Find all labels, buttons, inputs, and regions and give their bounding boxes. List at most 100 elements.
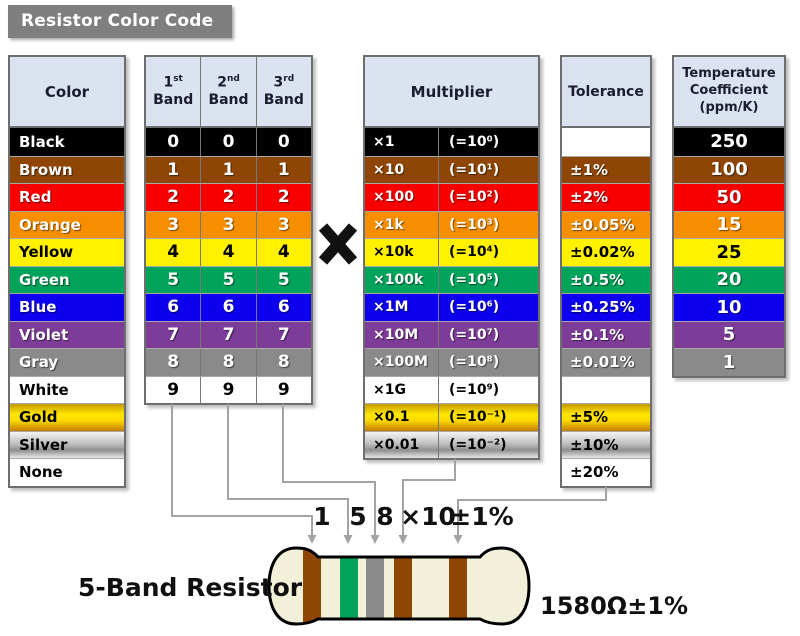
band-value-label-2: 5 (349, 502, 367, 531)
multiplier-row: ×1k (=10³) (365, 210, 538, 238)
resistor-bands (303, 548, 467, 624)
multiplier-power: (=10⁴) (438, 239, 538, 266)
tempco-column-header: Temperature Coefficient (ppm/K) (674, 57, 784, 128)
color-name: Green (19, 270, 70, 289)
resistor-band-3 (366, 548, 384, 624)
band-digit: 9 (200, 376, 255, 403)
arrow-multiplier (398, 535, 408, 544)
color-name: Yellow (19, 243, 74, 262)
color-row-green: Green (10, 265, 124, 293)
color-row-blue: Blue (10, 293, 124, 321)
band-digit: 8 (255, 349, 311, 376)
color-row-none: None (10, 458, 124, 486)
resistor-band-5 (449, 548, 467, 624)
tolerance-row: ±0.05% (562, 210, 650, 238)
band-digit: 5 (167, 269, 180, 290)
band-value-label-multiplier: ×10 (400, 502, 456, 531)
multiplier-power: (=10⁰) (438, 128, 538, 156)
multiplier-value: ×0.01 (373, 436, 420, 453)
arrow-band2 (343, 535, 353, 544)
multiplier-row: ×100k (=10⁵) (365, 265, 538, 293)
multiplier-column: Multiplier ×1 (=10⁰) ×10 (=10¹) ×100 (=10²) ×1… (363, 55, 540, 460)
band-digit: 6 (255, 294, 311, 321)
third-band-header: 3rd Band (255, 57, 311, 126)
color-name: Brown (19, 160, 73, 179)
band-digit: 0 (255, 128, 311, 156)
tempco-column: Temperature Coefficient (ppm/K) 250 100 50… (672, 55, 786, 378)
band-columns-header: 1st Band 2nd Band 3rd Band (146, 57, 311, 128)
tolerance-row: ±20% (562, 458, 650, 486)
multiplier-value: ×1k (373, 216, 404, 233)
color-name: Violet (19, 325, 69, 344)
tempco-row: 15 (674, 210, 784, 238)
band-digit: 0 (200, 128, 255, 156)
color-row-brown: Brown (10, 155, 124, 183)
multiplier-value: ×0.1 (373, 409, 410, 426)
color-name: Gold (19, 408, 58, 427)
multiplier-value: ×1G (373, 381, 406, 398)
multiplier-power: (=10⁻¹) (438, 404, 538, 431)
multiplier-value: ×1 (373, 133, 395, 150)
tempco-value: 25 (716, 241, 742, 263)
resistor-body (269, 548, 529, 624)
band-value-label-3: 8 (376, 502, 394, 531)
band-value-label-tolerance: ±1% (450, 502, 514, 531)
multiply-icon (314, 218, 362, 270)
multiplier-row: ×1G (=10⁹) (365, 375, 538, 403)
tolerance-row: ±0.01% (562, 348, 650, 376)
band-digit: 4 (167, 242, 180, 263)
multiplier-column-header: Multiplier (365, 57, 538, 128)
tolerance-value: ±5% (570, 408, 609, 427)
tolerance-value: ±2% (570, 188, 609, 207)
tolerance-row (562, 128, 650, 156)
tempco-value: 15 (716, 214, 742, 236)
arrow-band3 (370, 535, 380, 544)
band-digit: 4 (255, 239, 311, 266)
tempco-value: 5 (722, 324, 736, 346)
tolerance-row: ±10% (562, 430, 650, 458)
band-digit: 4 (200, 239, 255, 266)
page-title: Resistor Color Code (8, 5, 232, 38)
tempco-row: 100 (674, 155, 784, 183)
multiplier-power: (=10²) (438, 184, 538, 211)
multiplier-row: ×10M (=10⁷) (365, 320, 538, 348)
multiplier-row: ×0.01 (=10⁻²) (365, 430, 538, 458)
multiplier-rows: ×1 (=10⁰) ×10 (=10¹) ×100 (=10²) ×1k (=10³) ×10k… (365, 128, 538, 458)
tolerance-row: ±0.25% (562, 293, 650, 321)
band-digit: 1 (167, 159, 180, 180)
arrow-tolerance (453, 535, 463, 544)
band-digit: 8 (167, 352, 180, 373)
tempco-row: 250 (674, 128, 784, 156)
band-digit: 5 (200, 266, 255, 293)
band-digit: 6 (200, 294, 255, 321)
color-name: Gray (19, 353, 59, 372)
multiplier-row: ×100 (=10²) (365, 183, 538, 211)
tolerance-value: ±0.5% (570, 270, 625, 289)
tolerance-row: ±0.02% (562, 238, 650, 266)
tolerance-value: ±0.01% (570, 353, 635, 372)
multiplier-row: ×0.1 (=10⁻¹) (365, 403, 538, 431)
resistor-value: 1580Ω±1% (540, 592, 689, 620)
multiplier-value: ×1M (373, 299, 409, 316)
band-digit: 1 (200, 156, 255, 183)
tempco-rows: 250 100 50 15 25 20 10 5 1 (674, 128, 784, 376)
tempco-row: 50 (674, 183, 784, 211)
tempco-value: 10 (716, 296, 742, 318)
band-digit: 2 (167, 187, 180, 208)
tolerance-row: ±2% (562, 183, 650, 211)
tempco-row: 1 (674, 348, 784, 376)
tolerance-value: ±0.1% (570, 325, 625, 344)
multiplier-value: ×10M (373, 326, 419, 343)
color-row-black: Black (10, 128, 124, 156)
tolerance-value: ±0.02% (570, 243, 635, 262)
color-row-gray: Gray (10, 348, 124, 376)
tempco-value: 250 (710, 131, 748, 153)
